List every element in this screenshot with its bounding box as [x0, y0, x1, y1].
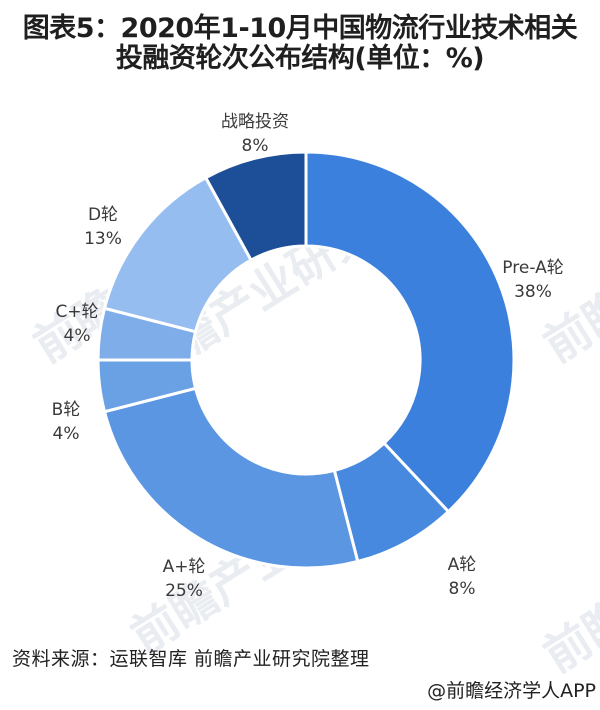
- source-note: 资料来源：运联智库 前瞻产业研究院整理: [12, 648, 370, 670]
- slice-label: Pre-A轮 38%: [502, 256, 563, 304]
- chart-title-line-1: 图表5：2020年1-10月中国物流行业技术相关: [22, 13, 578, 44]
- slice-label: D轮 13%: [84, 203, 122, 251]
- slice-label-name: A轮: [447, 555, 477, 575]
- slice-label: A轮 8%: [448, 553, 477, 601]
- slice-label-value: 4%: [52, 424, 80, 444]
- slice-label-value: 4%: [63, 326, 91, 346]
- slice-label-value: 8%: [241, 136, 269, 156]
- slice-label-value: 38%: [514, 282, 552, 302]
- slice-label-value: 8%: [448, 579, 476, 599]
- donut-slice: [102, 386, 360, 570]
- donut-slice: [203, 150, 308, 263]
- chart-title-line-2: 投融资轮次公布结构(单位：%): [115, 43, 485, 74]
- slice-label-name: Pre-A轮: [502, 258, 564, 278]
- slice-label: 战略投资 8%: [221, 110, 289, 158]
- slice-label-name: D轮: [87, 205, 119, 225]
- donut-slice: [304, 150, 516, 514]
- slice-label-name: 战略投资: [221, 112, 289, 132]
- slice-label: B轮 4%: [52, 398, 81, 446]
- slice-label-name: A+轮: [162, 557, 206, 577]
- credit-note: @前瞻经济学人APP: [427, 680, 596, 702]
- slice-label-value: 13%: [84, 229, 122, 249]
- slice-label-name: B轮: [51, 400, 81, 420]
- slice-label: C+轮 4%: [55, 300, 98, 348]
- slice-label: A+轮 25%: [163, 555, 206, 603]
- slice-label-value: 25%: [165, 581, 203, 601]
- chart-title: 图表5：2020年1-10月中国物流行业技术相关 投融资轮次公布结构(单位：%): [0, 14, 600, 74]
- slice-label-name: C+轮: [55, 302, 99, 322]
